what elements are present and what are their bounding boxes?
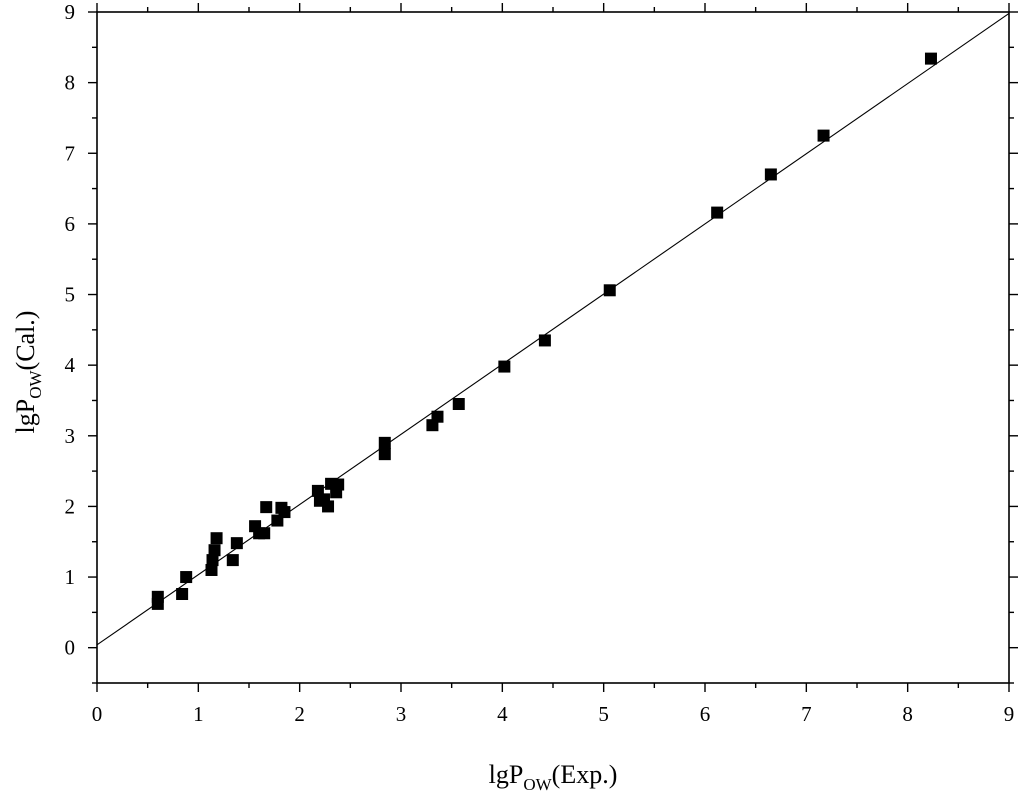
y-tick-label: 3 (65, 424, 76, 448)
data-point (230, 537, 243, 550)
data-point (210, 532, 223, 545)
data-point (176, 588, 189, 601)
fit-line-group (96, 12, 1010, 646)
data-point (431, 410, 444, 423)
x-axis-title-prefix: lgP (489, 760, 524, 789)
data-point (538, 334, 551, 347)
data-point (764, 168, 777, 181)
data-point (378, 436, 391, 449)
data-point (226, 554, 239, 567)
tick-labels: 0 1 2 3 4 5 6 7 8 9 0 1 2 3 4 5 6 7 8 9 (65, 0, 1015, 726)
y-axis-title-subscript: OW (26, 370, 45, 399)
plot-frame (96, 11, 1010, 684)
data-point (378, 448, 391, 461)
y-tick-label: 2 (65, 494, 76, 518)
y-axis-title: lgPOW(Cal.) (11, 311, 45, 434)
data-point (322, 500, 335, 513)
x-tick-label: 5 (598, 702, 609, 726)
data-point (711, 206, 724, 219)
data-point (258, 527, 271, 540)
data-point (206, 554, 219, 567)
x-tick-label: 4 (497, 702, 508, 726)
x-tick-label: 6 (700, 702, 711, 726)
data-point (452, 398, 465, 411)
x-tick-label: 0 (92, 702, 103, 726)
x-axis-title-subscript: OW (523, 775, 552, 794)
x-tick-label: 7 (801, 702, 812, 726)
y-tick-label: 8 (65, 71, 76, 95)
x-tick-label: 2 (294, 702, 305, 726)
data-point (208, 544, 221, 557)
x-tick-label: 8 (902, 702, 913, 726)
data-point (603, 284, 616, 297)
y-tick-label: 5 (65, 283, 76, 307)
x-axis-title-suffix: (Exp.) (552, 760, 618, 789)
y-tick-label: 7 (65, 141, 76, 165)
y-axis-title-prefix: lgP (11, 399, 40, 434)
y-tick-label: 9 (65, 0, 76, 24)
y-axis-title-suffix: (Cal.) (11, 311, 40, 371)
data-point (924, 52, 937, 65)
data-points (151, 52, 937, 610)
data-point (205, 563, 218, 576)
y-tick-label: 0 (65, 636, 76, 660)
fit-line (96, 12, 1010, 646)
y-tick-label: 6 (65, 212, 76, 236)
data-point (817, 129, 830, 142)
data-point (260, 501, 273, 514)
data-point (278, 506, 291, 519)
y-tick-label: 1 (65, 565, 76, 589)
x-tick-label: 9 (1004, 702, 1015, 726)
x-tick-label: 3 (396, 702, 407, 726)
x-axis-title: lgPOW(Exp.) (489, 760, 618, 794)
axis-ticks (88, 3, 1018, 692)
y-tick-label: 4 (65, 353, 76, 377)
data-point (332, 478, 345, 491)
data-point (151, 590, 164, 603)
x-tick-label: 1 (193, 702, 204, 726)
data-point (498, 360, 511, 373)
data-point (180, 571, 193, 584)
